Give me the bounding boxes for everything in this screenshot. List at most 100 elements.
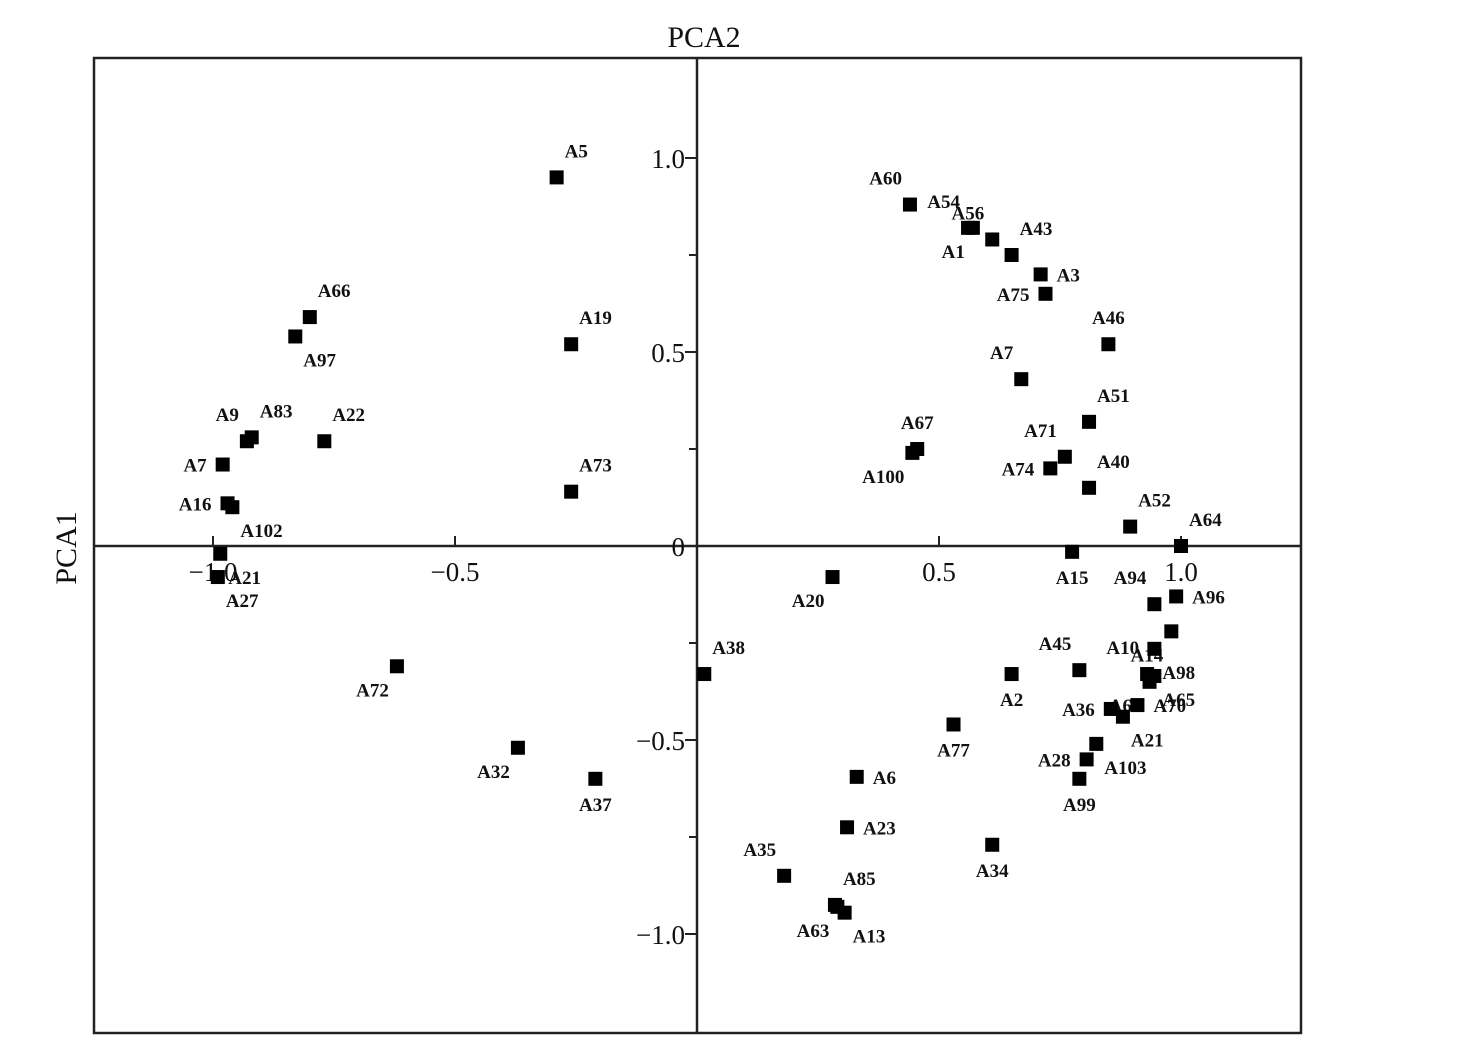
point-label: A22 [332,405,365,426]
point-marker [510,740,525,755]
point-label: A52 [1138,491,1171,512]
point-marker [225,500,240,515]
point-label: A1 [942,242,965,263]
point-label: A64 [1189,510,1222,531]
point-label: A103 [1104,758,1146,779]
point-marker [946,717,961,732]
point-marker [1072,663,1087,678]
point-label: A7 [183,456,207,477]
point-label: A9 [216,405,239,426]
point-marker [1174,539,1188,553]
point-label: A73 [579,456,612,477]
point-label: A6 [873,768,896,789]
point-marker [1043,461,1058,476]
point-marker [302,310,317,325]
point-marker [1164,624,1179,639]
point-marker [288,329,303,344]
x-axis-ticks: −1.0−0.50.51.0 [189,536,1198,587]
y-tick-label: −0.5 [636,726,685,756]
point-label: A10 [1106,638,1139,659]
point-marker [1169,589,1184,604]
point-marker [1057,449,1072,464]
point-label: A65 [1162,690,1195,711]
point-label: A43 [1020,219,1053,240]
point-label: A5 [565,141,588,162]
point-marker [1079,752,1094,767]
point-label: A27 [226,591,259,612]
point-marker [564,484,579,499]
point-marker [239,434,254,449]
point-marker [1065,544,1080,559]
point-label: A38 [712,638,745,659]
point-label: A51 [1097,386,1130,407]
point-marker [210,570,225,585]
point-label: A102 [240,521,282,542]
point-label: A67 [901,413,934,434]
point-marker [1089,736,1104,751]
point-label: A36 [1062,700,1095,721]
point-marker [1147,597,1162,612]
point-label: A100 [862,467,904,488]
point-marker [1014,372,1029,387]
point-marker [1130,698,1145,713]
point-marker [697,667,712,682]
point-marker [389,659,404,674]
point-label: A21 [1131,731,1164,752]
point-label: A98 [1162,663,1195,684]
point-label: A45 [1039,634,1072,655]
point-marker [588,771,603,786]
point-marker [1101,337,1116,352]
point-marker [825,570,840,585]
point-label: A40 [1097,452,1130,473]
point-label: A83 [260,401,293,422]
point-label: A15 [1056,568,1089,589]
point-marker [1082,480,1097,495]
point-marker [985,232,1000,247]
point-label: A54 [927,192,960,213]
point-label: A35 [743,840,776,861]
point-marker [840,820,855,835]
point-marker [965,220,980,235]
point-marker [902,197,917,212]
x-tick-label: 1.0 [1164,557,1198,587]
point-marker [1033,267,1048,282]
point-marker [1004,248,1019,262]
point-marker [1038,286,1053,301]
point-label: A72 [356,680,389,701]
point-marker [777,868,792,883]
point-label: A28 [1038,750,1071,771]
y-axis-ticks: 1.0 0.5 0 −0.5 −1.0 [636,144,697,950]
point-marker [837,905,852,920]
y-tick-label: 0 [672,532,686,562]
point-label: A2 [1000,690,1023,711]
point-label: A16 [179,494,212,515]
point-label: A19 [579,308,612,329]
y-tick-label: 0.5 [651,338,685,368]
point-marker [1147,641,1162,656]
point-label: A97 [303,350,336,371]
point-marker [1123,519,1138,534]
point-label: A37 [579,795,612,816]
point-marker [213,546,228,561]
point-marker [1103,701,1118,716]
point-marker [1004,667,1019,682]
point-marker [905,445,920,460]
y-axis-title: PCA1 [50,511,83,584]
point-marker [1082,414,1097,429]
point-label: A85 [843,869,876,890]
point-marker [564,337,579,352]
point-marker [215,457,230,472]
y-tick-label: 1.0 [651,144,685,174]
point-label: A34 [976,861,1009,882]
point-label: A75 [997,285,1030,306]
point-label: A3 [1057,265,1080,286]
point-marker [317,434,332,449]
point-label: A46 [1092,308,1125,329]
point-label: A13 [853,927,886,948]
point-label: A77 [937,740,970,761]
point-label: A7 [990,343,1014,364]
point-label: A20 [792,591,825,612]
point-label: A94 [1114,568,1147,589]
y-tick-label: −1.0 [636,920,685,950]
